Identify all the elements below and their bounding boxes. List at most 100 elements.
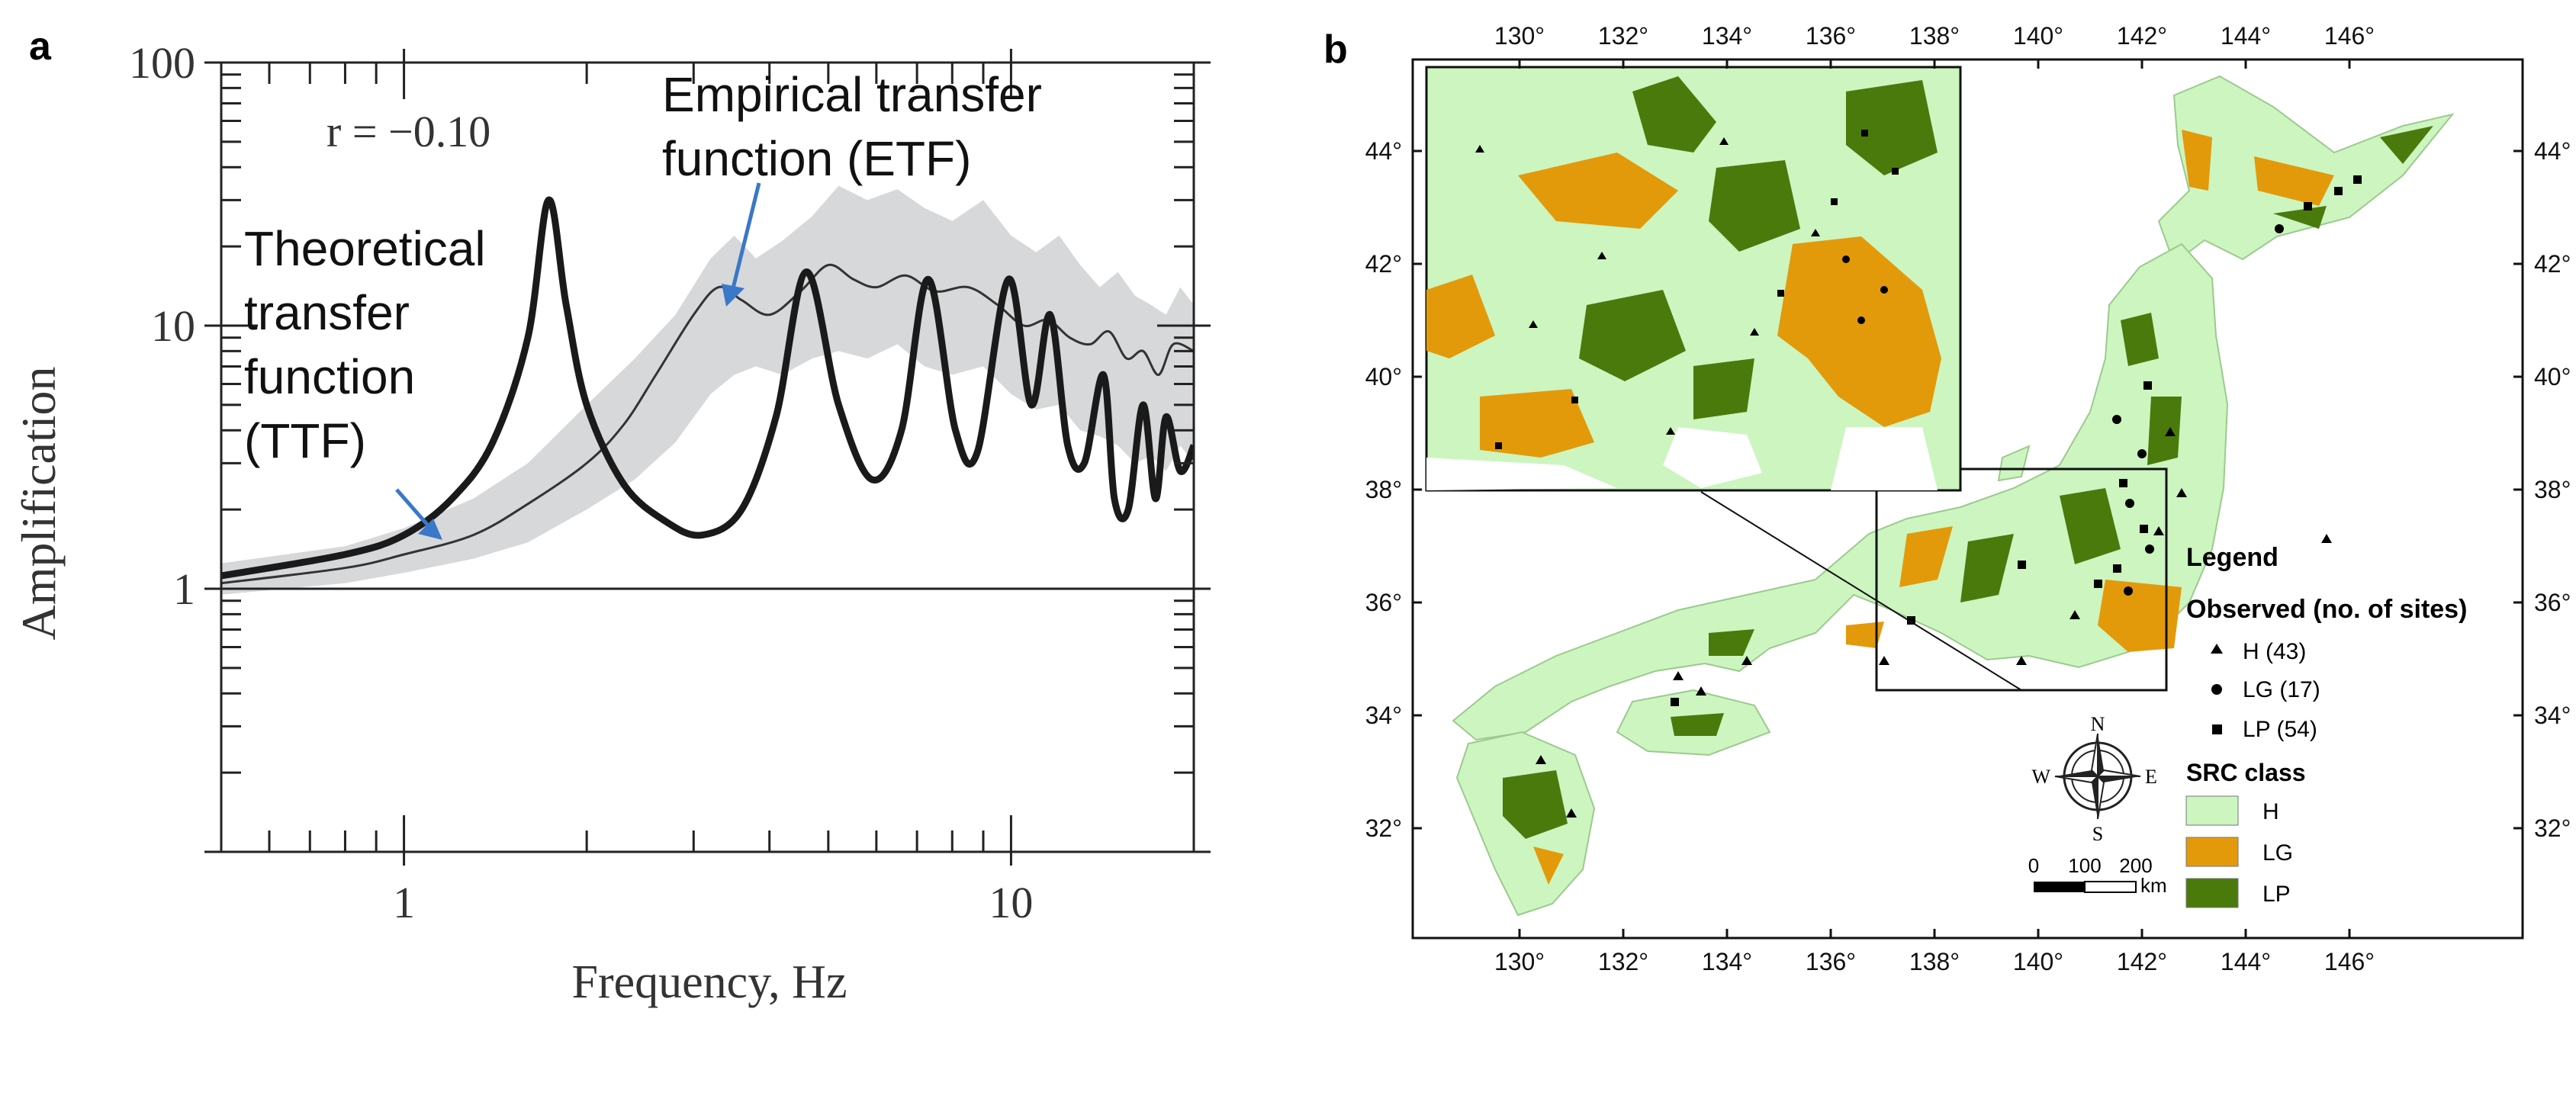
lat-label-left: 32° xyxy=(1365,814,1402,842)
ttf-arrow-head xyxy=(418,519,442,540)
lon-label-bottom: 136° xyxy=(1806,948,1856,975)
kyushu-landmass xyxy=(1455,731,1596,917)
lat-label-right: 42° xyxy=(2534,250,2571,278)
lat-label-left: 42° xyxy=(1365,250,1402,278)
x-axis-label: Frequency, Hz xyxy=(572,956,847,1008)
lon-label-bottom: 144° xyxy=(2221,948,2271,975)
compass-s: S xyxy=(2092,823,2103,845)
legend-swatch-lg xyxy=(2185,837,2239,867)
legend-observed-lg: LG (17) xyxy=(2243,677,2320,702)
etf-band-group xyxy=(221,185,1194,595)
map-legend: Legend Observed (no. of sites) H (43) LG… xyxy=(2185,543,2467,908)
lon-label-bottom: 134° xyxy=(1702,948,1752,975)
square-marker-icon xyxy=(2212,724,2222,734)
lon-label-bottom: 140° xyxy=(2013,948,2063,975)
ttf-line-group xyxy=(221,196,1194,580)
y-tick-label: 100 xyxy=(129,38,195,88)
legend-observed-lp: LP (54) xyxy=(2243,717,2317,742)
etf-line-group xyxy=(221,263,1194,585)
ttf-annotation-line-4: (TTF) xyxy=(244,413,366,468)
y-tick-label: 1 xyxy=(173,564,195,614)
lat-label-left: 40° xyxy=(1365,363,1402,390)
legend-observed-h: H (43) xyxy=(2243,639,2306,664)
lat-label-left: 44° xyxy=(1365,137,1402,165)
lat-label-left: 36° xyxy=(1365,589,1402,616)
etf-annotation: Empirical transfer function (ETF) xyxy=(662,67,1042,307)
legend-swatch-h xyxy=(2185,795,2239,826)
etf-range-band xyxy=(221,185,1194,595)
lat-label-left: 34° xyxy=(1365,702,1402,729)
ttf-annotation-line-3: function xyxy=(244,349,415,404)
circle-marker-icon xyxy=(2211,684,2222,695)
lon-label-top: 140° xyxy=(2013,22,2063,50)
panel-b: b xyxy=(1323,22,2571,975)
scale-bar: 0 100 200 km xyxy=(2028,854,2167,897)
honshu-landmass xyxy=(1452,243,2229,741)
etf-arrow-head xyxy=(722,284,744,307)
etf-line xyxy=(221,263,1194,585)
lat-label-right: 34° xyxy=(2534,702,2571,729)
lat-label-right: 38° xyxy=(2534,476,2571,503)
legend-observed-title: Observed (no. of sites) xyxy=(2186,595,2467,624)
scale-tick-0: 0 xyxy=(2028,854,2039,877)
legend-swatch-lp xyxy=(2185,878,2239,908)
latitude-labels-right: 44° 42° 40° 38° 36° 34° 32° xyxy=(2513,137,2571,842)
hokkaido-landmass xyxy=(2157,75,2455,265)
sado-island xyxy=(1997,445,2031,482)
ttf-annotation-line-2: transfer xyxy=(244,285,410,340)
longitude-labels-bottom: 130° 132° 134° 136° 138° 140° 142° 144° 146° xyxy=(1494,929,2375,975)
lat-label-right: 36° xyxy=(2534,589,2571,616)
panel-b-letter: b xyxy=(1323,27,1348,72)
triangle-marker-icon xyxy=(2211,644,2223,654)
x-tick-label: 10 xyxy=(989,878,1033,927)
lat-label-right: 40° xyxy=(2534,363,2571,390)
lat-label-right: 44° xyxy=(2534,137,2571,165)
amplification-plot: 1 10 100 1 10 xyxy=(129,38,1211,927)
compass-n: N xyxy=(2091,713,2105,735)
lon-label-top: 146° xyxy=(2324,22,2375,50)
lat-label-right: 32° xyxy=(2534,814,2571,842)
etf-annotation-line-2: function (ETF) xyxy=(662,131,971,186)
axes-ticks: 1 10 100 1 10 xyxy=(129,38,1211,927)
y-tick-label: 10 xyxy=(151,301,195,351)
legend-src-h: H xyxy=(2262,799,2279,824)
ttf-arrow-shaft xyxy=(395,488,430,528)
inset-map xyxy=(1425,66,1962,492)
japan-map: 130° 132° 134° 136° 138° 140° 142° 144° 146° 130… xyxy=(1365,22,2571,975)
legend-title: Legend xyxy=(2186,543,2279,572)
lon-label-top: 144° xyxy=(2221,22,2271,50)
lon-label-top: 134° xyxy=(1702,22,1752,50)
latitude-labels-left: 44° 42° 40° 38° 36° 34° 32° xyxy=(1365,137,1422,842)
etf-annotation-line-1: Empirical transfer xyxy=(662,67,1042,122)
compass-rose-icon: N S E W xyxy=(2031,713,2156,845)
panel-a-letter: a xyxy=(29,24,52,69)
ttf-annotation: Theoretical transfer function (TTF) xyxy=(244,221,486,540)
lon-label-top: 132° xyxy=(1598,22,1648,50)
lon-label-bottom: 130° xyxy=(1494,948,1545,975)
etf-arrow-shaft xyxy=(730,182,761,292)
correlation-text: r = −0.10 xyxy=(326,107,490,156)
lon-label-top: 138° xyxy=(1909,22,1960,50)
x-tick-label: 1 xyxy=(393,878,415,927)
lat-label-left: 38° xyxy=(1365,476,1402,503)
legend-src-lp: LP xyxy=(2262,882,2291,907)
lon-label-bottom: 132° xyxy=(1598,948,1648,975)
lon-label-top: 142° xyxy=(2117,22,2167,50)
longitude-labels-top: 130° 132° 134° 136° 138° 140° 142° 144° 146° xyxy=(1494,22,2375,69)
scale-tick-100: 100 xyxy=(2068,854,2101,877)
lon-label-top: 130° xyxy=(1494,22,1545,50)
scale-unit: km xyxy=(2140,874,2167,897)
scale-tick-200: 200 xyxy=(2119,854,2152,877)
legend-src-lg: LG xyxy=(2262,840,2293,866)
legend-src-title: SRC class xyxy=(2186,759,2306,786)
ttf-line xyxy=(221,196,1194,580)
panel-a: a 1 10 100 1 10 r = −0.10 Frequency, Hz Ampl… xyxy=(11,24,1211,1008)
y-axis-label: Amplification xyxy=(11,366,66,640)
compass-w: W xyxy=(2031,766,2050,788)
compass-e: E xyxy=(2145,766,2157,788)
inset-connector-line xyxy=(1700,491,2022,691)
observed-sites xyxy=(1536,175,2362,818)
lon-label-bottom: 146° xyxy=(2324,948,2375,975)
lon-label-bottom: 138° xyxy=(1909,948,1960,975)
